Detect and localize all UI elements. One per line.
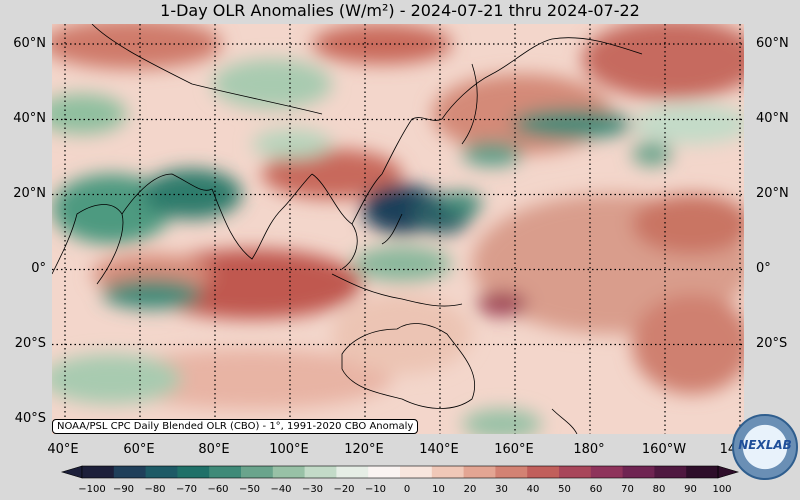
- nexlab-logo: NEXLAB: [732, 414, 798, 480]
- lon-label: 160°W: [641, 442, 687, 457]
- colorbar-tick-label: −80: [144, 484, 166, 495]
- colorbar-swatch: [495, 466, 528, 478]
- lat-label-right: 40°N: [756, 111, 789, 126]
- colorbar-swatch: [686, 466, 719, 478]
- lon-label: 140°E: [419, 442, 459, 457]
- colorbar-swatch: [431, 466, 465, 478]
- lon-label: 80°E: [198, 442, 230, 457]
- colorbar-tick-label: −30: [301, 484, 324, 495]
- colorbar-tick-label: 50: [558, 484, 571, 495]
- colorbar-tick-label: 10: [432, 484, 445, 495]
- colorbar-tick-label: 80: [652, 484, 666, 495]
- lat-label-left: 60°N: [13, 36, 46, 51]
- colorbar-swatch: [272, 466, 306, 478]
- colorbar-tick-label: −100: [78, 484, 106, 495]
- colorbar-swatch: [82, 466, 115, 478]
- graticule: [52, 24, 744, 434]
- colorbar-swatch: [177, 466, 210, 478]
- colorbar-swatch: [368, 466, 401, 478]
- lon-label: 100°E: [269, 442, 309, 457]
- colorbar-tick-label: 100: [712, 484, 732, 495]
- lat-label-left: 40°S: [14, 411, 46, 426]
- colorbar-tick-label: 0: [403, 484, 411, 495]
- colorbar-swatch: [590, 466, 624, 478]
- colorbar-swatch: [654, 466, 687, 478]
- lat-label-left: 40°N: [13, 111, 46, 126]
- lon-label: 120°E: [344, 442, 384, 457]
- lat-label-right: 20°N: [756, 186, 789, 201]
- colorbar-swatch: [622, 466, 655, 478]
- lat-label-right: 0°: [756, 261, 771, 276]
- colorbar-swatch: [241, 466, 274, 478]
- lat-label-left: 20°N: [13, 186, 46, 201]
- colorbar: [60, 465, 740, 479]
- lon-label: 60°E: [123, 442, 155, 457]
- colorbar-tick-label: 70: [621, 484, 634, 495]
- colorbar-tick-label: 20: [463, 484, 477, 495]
- colorbar-tick-label: 40: [526, 484, 540, 495]
- colorbar-swatch: [559, 466, 592, 478]
- lon-label: 40°E: [47, 442, 79, 457]
- colorbar-tick-label: −90: [112, 484, 135, 495]
- data-source-credit: NOAA/PSL CPC Daily Blended OLR (CBO) - 1…: [52, 419, 419, 434]
- colorbar-tick-label: −20: [333, 484, 355, 495]
- colorbar-tick-label: −50: [238, 484, 261, 495]
- lon-label: 180°: [573, 442, 605, 457]
- colorbar-tick-label: 30: [495, 484, 508, 495]
- colorbar-tick-label: −70: [175, 484, 198, 495]
- colorbar-frame: [81, 465, 719, 479]
- colorbar-swatch: [463, 466, 496, 478]
- lat-label-right: 20°S: [756, 336, 788, 351]
- logo-text: NEXLAB: [738, 438, 792, 452]
- colorbar-tick-label: −10: [364, 484, 387, 495]
- map-title: 1-Day OLR Anomalies (W/m²) - 2024-07-21 …: [160, 1, 640, 20]
- colorbar-tick-label: −40: [270, 484, 292, 495]
- lat-label-left: 20°S: [14, 336, 46, 351]
- colorbar-swatch: [145, 466, 178, 478]
- lat-label-right: 60°N: [756, 36, 789, 51]
- colorbar-tick-label: 60: [589, 484, 603, 495]
- colorbar-swatch: [400, 466, 433, 478]
- olr-anomaly-map: [52, 24, 744, 434]
- lat-label-left: 0°: [31, 261, 46, 276]
- colorbar-swatch: [113, 466, 147, 478]
- colorbar-swatch: [336, 466, 369, 478]
- colorbar-swatch: [304, 466, 337, 478]
- colorbar-swatch: [527, 466, 560, 478]
- colorbar-tick-label: 90: [684, 484, 697, 495]
- colorbar-arrow-high: [717, 465, 740, 479]
- colorbar-tick-label: −60: [207, 484, 229, 495]
- lon-label: 160°E: [494, 442, 534, 457]
- colorbar-arrow-low: [60, 465, 83, 479]
- colorbar-swatch: [209, 466, 242, 478]
